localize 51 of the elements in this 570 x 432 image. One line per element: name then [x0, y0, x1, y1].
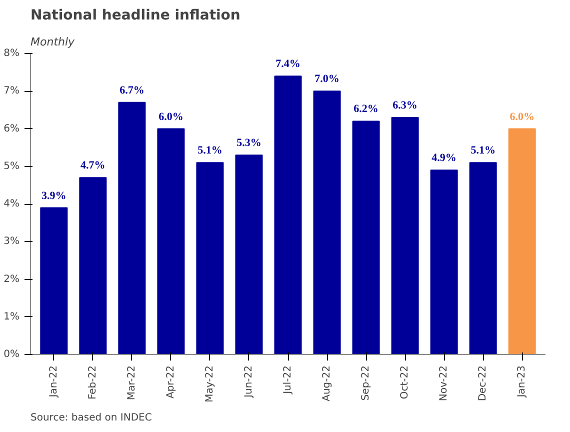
data-label: 5.1%	[198, 144, 222, 157]
bar	[313, 90, 341, 354]
data-label: 6.0%	[510, 110, 534, 123]
x-tick-label: Oct-22	[400, 366, 411, 400]
bar	[274, 76, 302, 354]
y-tick-label: 4%	[4, 198, 20, 210]
data-label: 4.9%	[432, 152, 456, 164]
bar	[508, 128, 536, 354]
x-tick-label: Mar-22	[126, 366, 138, 400]
data-label: 5.3%	[236, 137, 262, 150]
data-label: 6.0%	[158, 110, 184, 123]
x-tick-label: Feb-22	[87, 365, 98, 400]
x-tick-label: Jun-22	[243, 365, 254, 398]
data-label: 7.0%	[314, 73, 340, 86]
x-tick-label: Apr-22	[165, 365, 176, 398]
y-tick-label: 6%	[4, 123, 20, 134]
bar	[391, 116, 419, 354]
data-label: 6.2%	[354, 103, 378, 116]
data-label: 6.7%	[120, 84, 144, 96]
y-tick-label: 3%	[4, 236, 20, 248]
x-tick-label: Nov-22	[438, 365, 450, 402]
y-tick-label: 5%	[4, 160, 20, 172]
data-label: 4.7%	[80, 160, 106, 172]
bar	[118, 102, 146, 354]
x-tick-label: Jan-22	[48, 366, 60, 398]
x-tick-label: Sep-22	[360, 365, 372, 401]
bar	[196, 162, 224, 354]
x-tick-label: May-22	[204, 365, 216, 402]
bar	[79, 177, 107, 354]
y-tick-label: 2%	[4, 274, 20, 285]
y-tick-label: 7%	[4, 86, 20, 97]
bar	[40, 207, 68, 354]
y-tick-label: 8%	[4, 48, 20, 59]
source-note: Source: based on INDEC	[30, 412, 152, 424]
bar	[157, 128, 185, 354]
y-tick-label: 0%	[4, 349, 20, 360]
chart-title: National headline inflation	[30, 8, 240, 24]
bar	[235, 154, 263, 354]
data-label: 5.1%	[470, 144, 496, 157]
bar	[352, 120, 380, 354]
x-tick-label: Jul-22	[282, 365, 294, 395]
data-label: 6.3%	[392, 99, 418, 112]
x-tick-label: Jan-23	[516, 366, 528, 398]
x-tick-label: Dec-22	[478, 365, 489, 402]
data-label: 7.4%	[276, 58, 300, 70]
x-tick-label: Aug-22	[322, 366, 333, 402]
bar	[469, 162, 497, 354]
y-tick-label: 1%	[4, 311, 20, 322]
data-label: 3.9%	[42, 190, 66, 202]
chart-subtitle: Monthly	[30, 36, 76, 48]
bar	[430, 170, 458, 354]
